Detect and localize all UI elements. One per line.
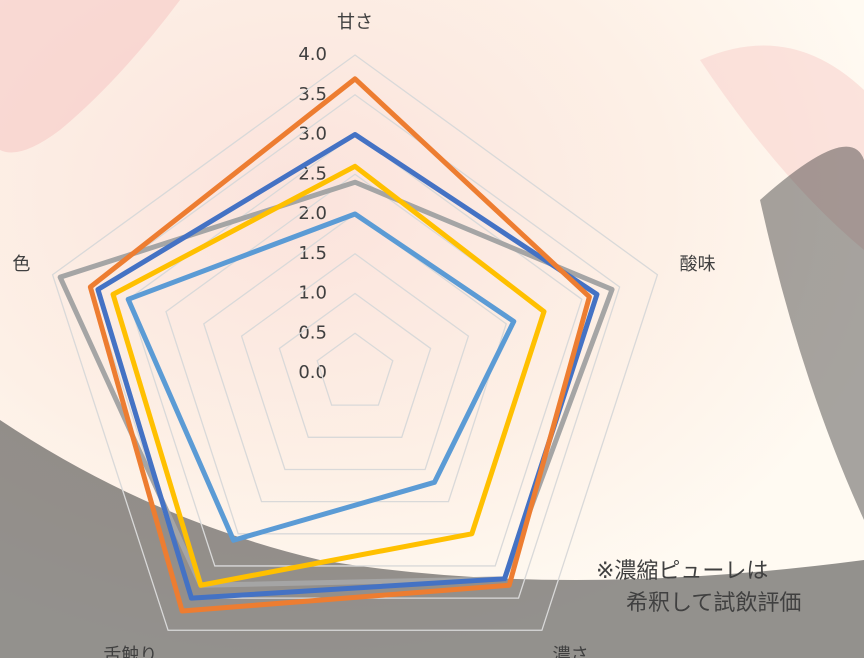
r-tick-label: 2.0 [298, 203, 327, 224]
r-tick-label: 4.0 [298, 44, 327, 65]
r-tick-label: 0.5 [298, 322, 327, 343]
annotation: 希釈して試飲評価 [626, 591, 801, 616]
page: {"chart_data": {"type": "radar", "catego… [0, 0, 864, 658]
annotation: ※濃縮ピューレは [596, 559, 768, 584]
chart: 0.00.51.01.52.02.53.03.54.0甘さ酸味濃さ舌触り色 ※濃… [0, 0, 864, 658]
category-label: 濃さ [553, 645, 589, 658]
r-tick-label: 0.0 [298, 362, 327, 383]
category-label: 酸味 [680, 254, 716, 275]
category-label: 色 [12, 254, 30, 275]
r-tick-label: 3.0 [298, 124, 327, 145]
category-label: 甘さ [337, 12, 373, 33]
r-tick-label: 1.0 [298, 283, 327, 304]
r-tick-label: 1.5 [298, 243, 327, 264]
category-label: 舌触り [103, 645, 157, 658]
